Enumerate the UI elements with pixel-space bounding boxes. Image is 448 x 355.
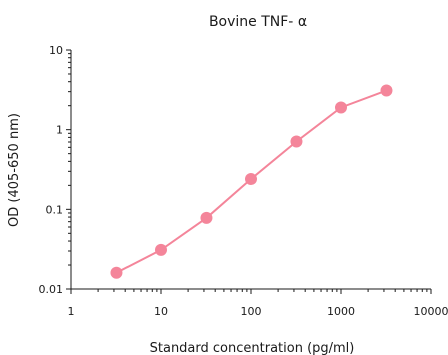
- data-point: [110, 266, 123, 279]
- y-tick-label: 10: [49, 44, 63, 57]
- y-tick-label: 0.01: [39, 283, 64, 296]
- chart-title: Bovine TNF- α: [209, 14, 307, 30]
- data-point: [245, 173, 257, 186]
- y-axis-title: OD (405-650 nm): [7, 113, 22, 227]
- axes: 0.01 0.1 1 10 1 10 100 1000 10000: [39, 44, 448, 318]
- x-axis-title: Standard concentration (pg/ml): [150, 341, 355, 355]
- x-tick-label: 1000: [327, 305, 355, 318]
- x-tick-label: 10000: [414, 305, 448, 318]
- y-tick-label: 1: [56, 124, 63, 137]
- data-point: [200, 211, 213, 224]
- data-point: [335, 101, 347, 114]
- x-tick-label: 10: [154, 305, 168, 318]
- data-point: [155, 243, 167, 256]
- x-tick-label: 100: [241, 305, 262, 318]
- x-tick-label: 1: [68, 305, 75, 318]
- plot-area: [110, 84, 393, 279]
- data-point: [380, 84, 393, 97]
- y-tick-label: 0.1: [46, 203, 64, 216]
- data-point: [290, 135, 303, 148]
